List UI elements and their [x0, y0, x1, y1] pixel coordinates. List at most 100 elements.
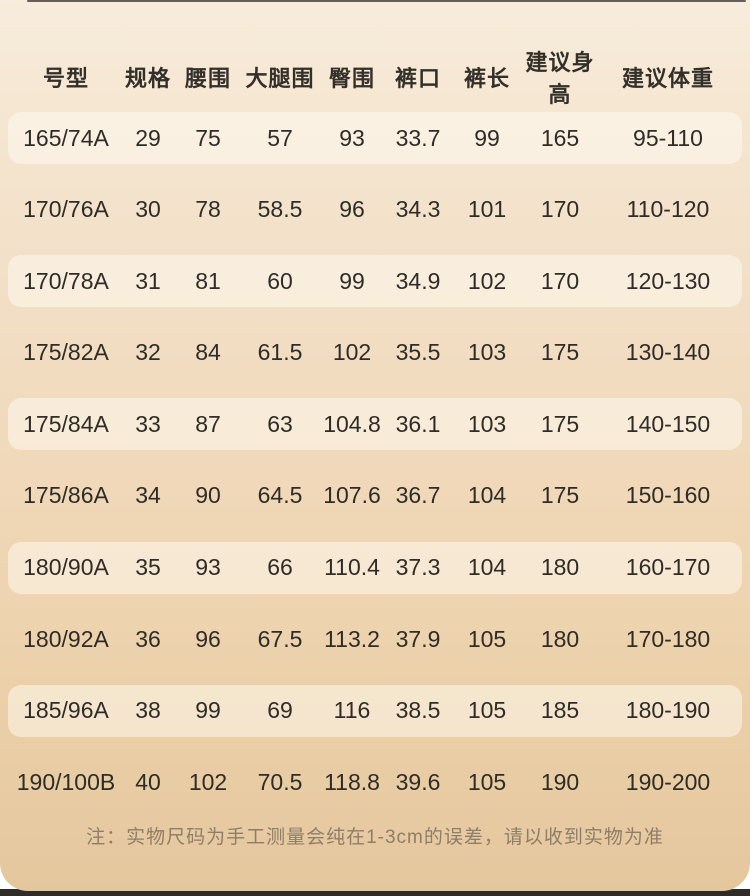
table-row: 170/78A 31 81 60 99 34.9 102 170 120-130: [8, 255, 742, 308]
cell: 130-140: [625, 339, 711, 366]
table-body: 165/74A 29 75 57 93 33.7 99 165 95-110 170/76A 30 7…: [8, 112, 742, 808]
column-header-6: 裤长: [463, 66, 510, 91]
cell: 116: [333, 697, 371, 724]
cell: 180/90A: [23, 554, 109, 581]
cell: 64.5: [257, 482, 303, 509]
cell: 63: [267, 410, 293, 437]
cell: 180-190: [625, 697, 711, 724]
cell: 57: [267, 124, 293, 151]
cell: 110.4: [324, 554, 380, 581]
cell: 104: [467, 482, 507, 509]
cell: 36.1: [395, 410, 441, 437]
cell: 140-150: [625, 410, 711, 437]
cell: 180: [540, 554, 580, 581]
cell: 36: [135, 625, 161, 652]
cell: 170: [540, 196, 580, 223]
column-header-8: 建议体重: [621, 66, 714, 91]
cell: 175/86A: [23, 482, 109, 509]
cell: 67.5: [257, 625, 303, 652]
cell: 90: [195, 482, 221, 509]
cell: 84: [195, 339, 221, 366]
cell: 118.8: [324, 768, 380, 795]
column-header-0: 号型: [42, 66, 89, 91]
cell: 170: [540, 267, 580, 294]
cell: 150-160: [625, 482, 711, 509]
cell: 104: [467, 554, 507, 581]
cell: 93: [339, 124, 365, 151]
cell: 36.7: [395, 482, 441, 509]
cell: 39.6: [395, 768, 441, 795]
table-row: 175/84A 33 87 63 104.8 36.1 103 175 140-150: [8, 398, 742, 451]
cell: 110-120: [626, 196, 710, 223]
cell: 99: [195, 697, 221, 724]
cell: 96: [339, 196, 365, 223]
cell: 120-130: [625, 267, 711, 294]
cell: 113.2: [324, 625, 380, 652]
cell: 75: [195, 124, 221, 151]
cell: 105: [467, 697, 507, 724]
table-row: 180/92A 36 96 67.5 113.2 37.9 105 180 170-180: [8, 613, 742, 665]
cell: 33.7: [395, 124, 441, 151]
cell: 34.3: [395, 196, 441, 223]
cell: 102: [332, 339, 372, 366]
cell: 30: [135, 196, 161, 223]
cell: 93: [195, 554, 221, 581]
cell: 175/82A: [23, 339, 109, 366]
cell: 190: [540, 768, 580, 795]
cell: 38.5: [395, 697, 441, 724]
cell: 38: [135, 697, 161, 724]
cell: 35.5: [395, 339, 441, 366]
cell: 105: [467, 625, 507, 652]
table-row: 180/90A 35 93 66 110.4 37.3 104 180 160-170: [8, 541, 742, 594]
cell: 180/92A: [23, 625, 109, 652]
column-header-1: 规格: [124, 66, 171, 91]
cell: 60: [267, 267, 293, 294]
note-text: 注：实物尺码为手工测量会纯在1-3cm的误差，请以收到实物为准: [86, 827, 664, 848]
cell: 107.6: [323, 482, 381, 509]
cell: 95-110: [633, 124, 703, 151]
table-row: 190/100B 40 102 70.5 118.8 39.6 105 190 190-200: [8, 756, 742, 808]
cell: 165: [540, 124, 580, 151]
cell: 58.5: [257, 196, 303, 223]
cell: 190/100B: [16, 768, 116, 795]
table-row: 175/82A 32 84 61.5 102 35.5 103 175 130-140: [8, 327, 742, 379]
cell: 102: [188, 768, 228, 795]
cell: 185/96A: [23, 697, 109, 724]
table-header-row: 号型 规格 腰围 大腿围 臀围 裤口 裤长 建议身高 建议体重: [12, 45, 738, 107]
cell: 103: [467, 339, 507, 366]
cell: 102: [467, 267, 507, 294]
table-row: 175/86A 34 90 64.5 107.6 36.7 104 175 150-160: [8, 470, 742, 522]
cell: 105: [467, 768, 507, 795]
table-row: 185/96A 38 99 69 116 38.5 105 185 180-190: [8, 684, 742, 737]
column-header-2: 腰围: [184, 66, 231, 91]
cell: 160-170: [625, 554, 711, 581]
cell: 37.3: [395, 554, 441, 581]
cell: 81: [195, 267, 221, 294]
top-divider: [27, 0, 746, 2]
cell: 165/74A: [23, 124, 109, 151]
cell: 175: [540, 339, 580, 366]
cell: 104.8: [323, 410, 381, 437]
cell: 66: [267, 554, 293, 581]
cell: 87: [195, 410, 221, 437]
cell: 32: [135, 339, 161, 366]
cell: 99: [474, 124, 500, 151]
cell: 69: [267, 697, 293, 724]
cell: 33: [135, 410, 161, 437]
cell: 40: [135, 768, 161, 795]
cell: 70.5: [257, 768, 303, 795]
cell: 101: [467, 196, 507, 223]
cell: 34.9: [395, 267, 441, 294]
cell: 96: [195, 625, 221, 652]
bottom-divider: [0, 889, 750, 896]
cell: 78: [195, 196, 221, 223]
cell: 175: [540, 482, 580, 509]
cell: 31: [135, 267, 161, 294]
cell: 61.5: [257, 339, 303, 366]
column-header-3: 大腿围: [245, 66, 315, 91]
cell: 190-200: [625, 768, 711, 795]
cell: 34: [135, 482, 161, 509]
column-header-7: 建议身高: [525, 50, 595, 107]
